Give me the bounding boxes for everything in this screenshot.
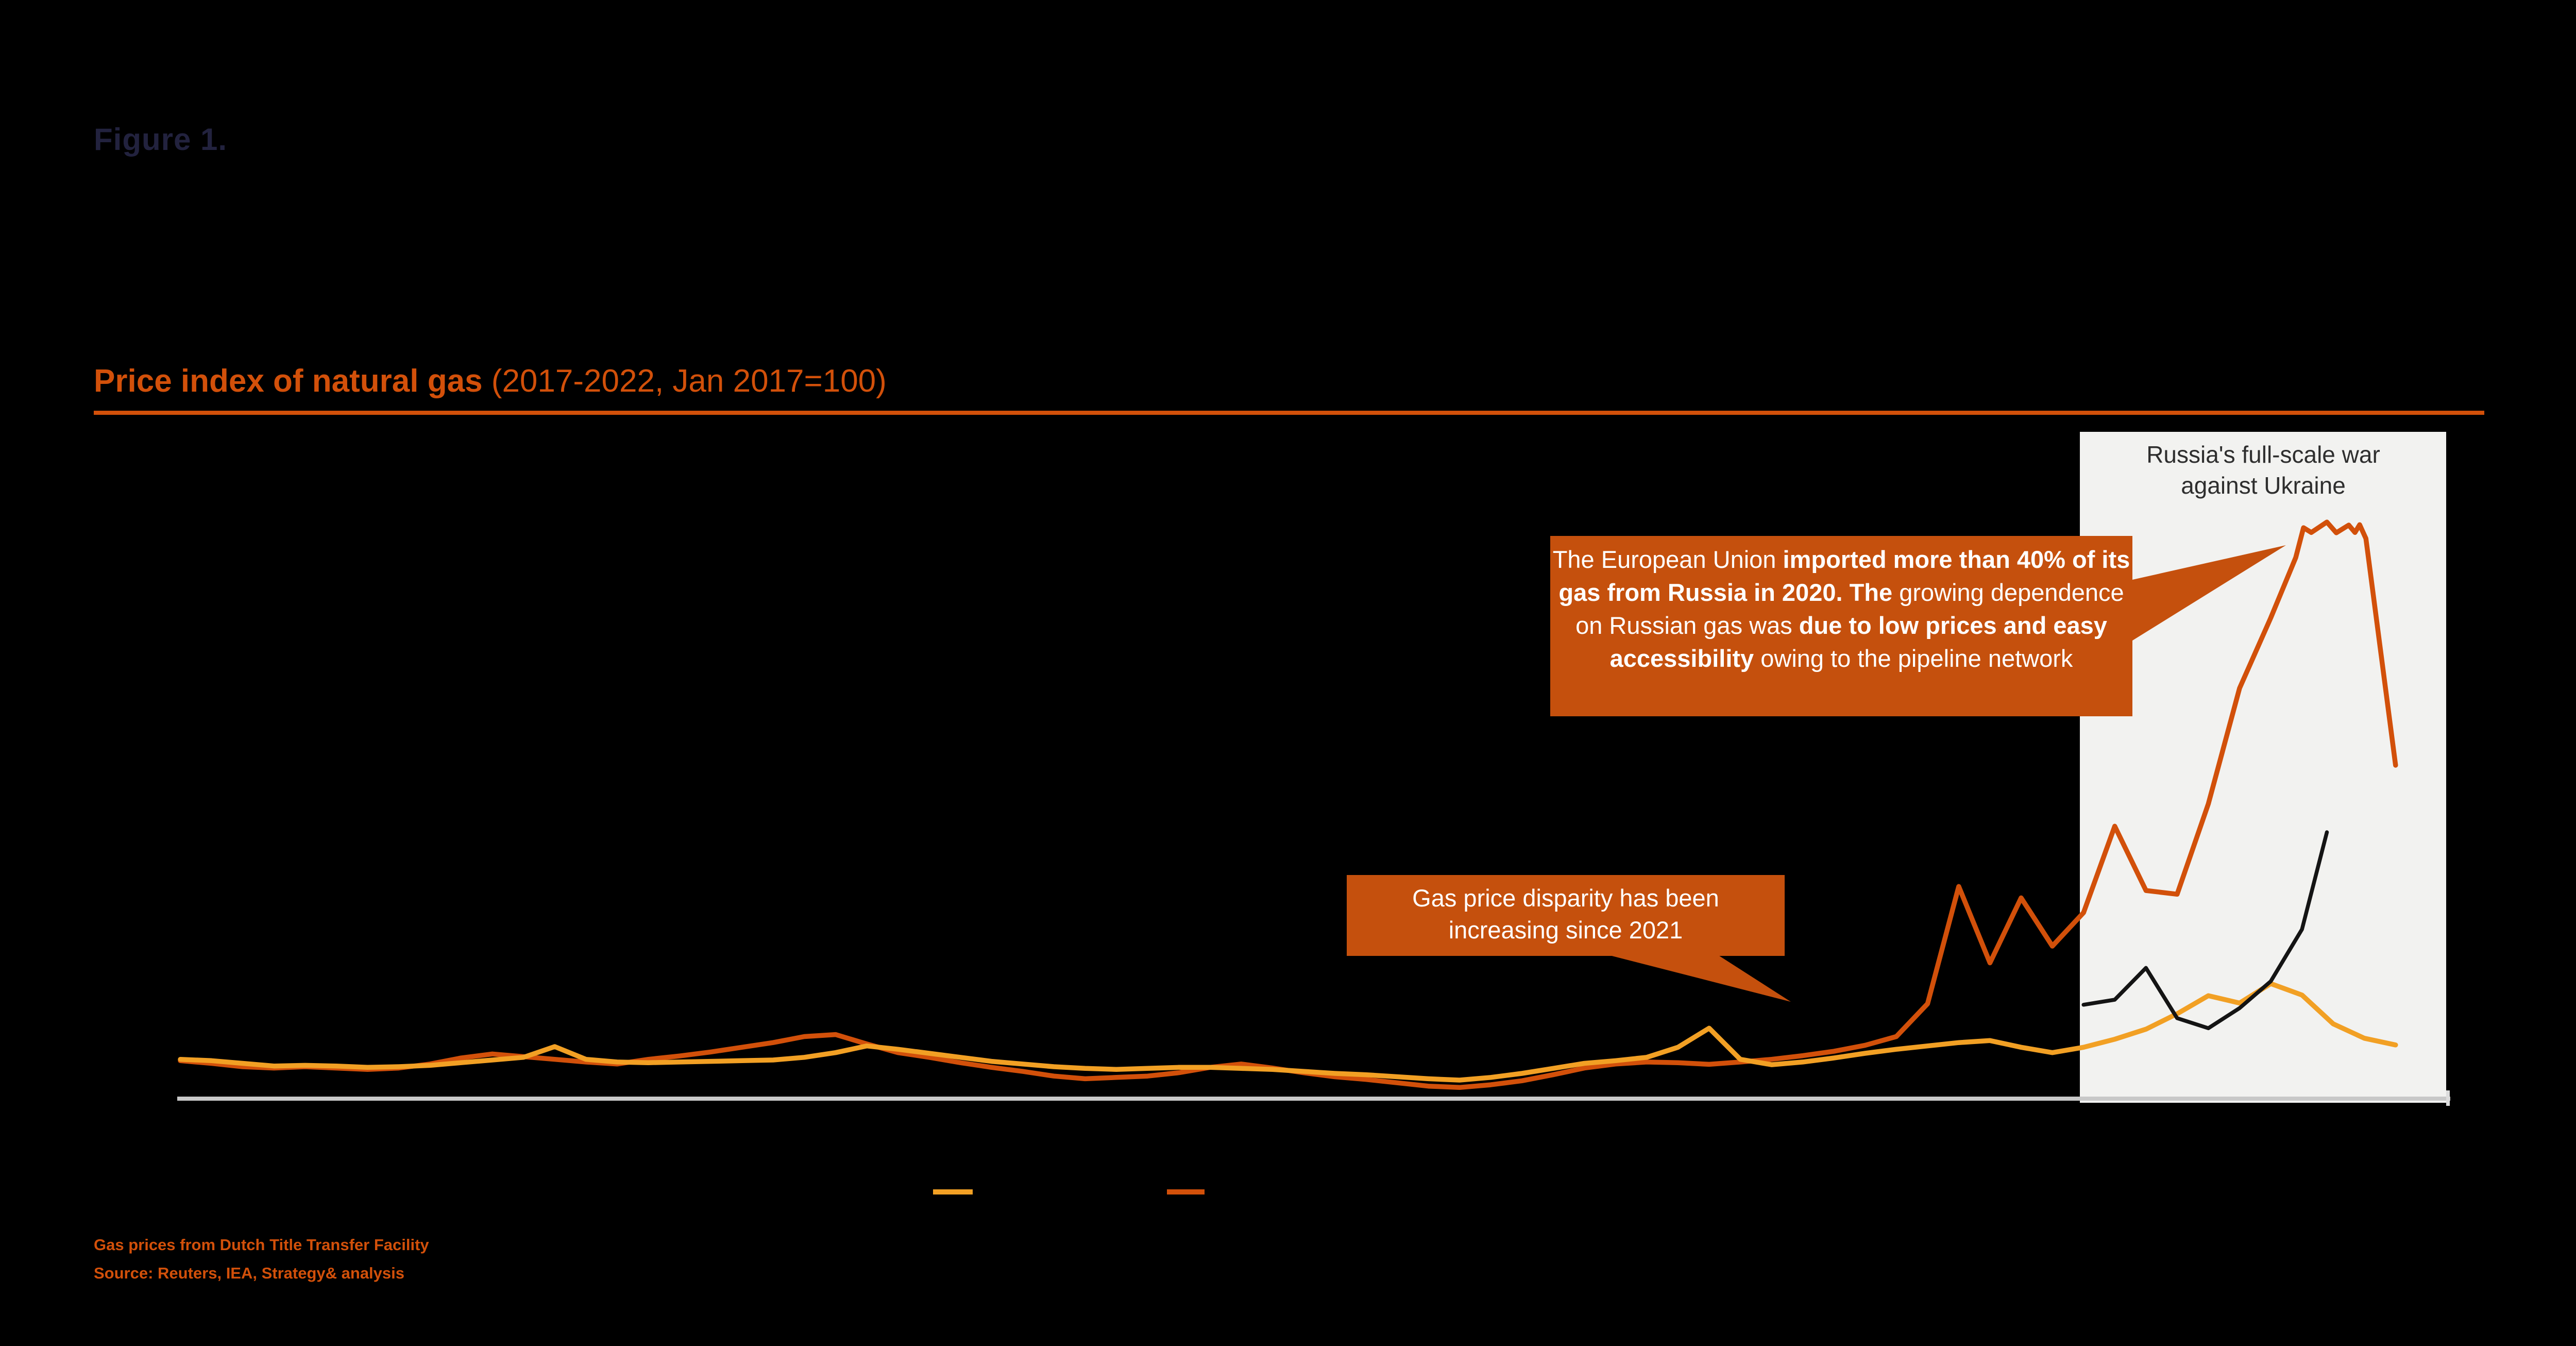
eu-callout-text-segment: The European Union: [1552, 546, 1783, 573]
eu-callout-text-segment: imported more than 40% of its gas from R…: [1558, 546, 2130, 606]
series-dark-orange-line: [178, 519, 2398, 1090]
footnote-source-line2: Source: Reuters, IEA, Strategy& analysis: [94, 1264, 405, 1282]
eu-callout-text-segment: owing to the pipeline network: [1760, 645, 2073, 672]
legend-marker-dark-orange: [1167, 1189, 1205, 1194]
legend-marker-amber: [933, 1189, 973, 1194]
eu-callout-text-segment: growing dependence on Russian gas was: [1575, 579, 2124, 639]
series-amber-line: [178, 981, 2398, 1083]
war-period-panel: [2080, 432, 2446, 1103]
war-period-label: Russia's full-scale war against Ukraine: [2090, 439, 2436, 501]
x-axis-end-tick: [2446, 1090, 2450, 1106]
war-period-label-line2: against Ukraine: [2181, 472, 2346, 499]
title-underline-rule: [94, 411, 2484, 415]
chart-title-subtitle: (2017-2022, Jan 2017=100): [491, 363, 887, 399]
chart-title: Price index of natural gas (2017-2022, J…: [94, 363, 887, 399]
footnote-source-line1: Gas prices from Dutch Title Transfer Fac…: [94, 1236, 429, 1254]
price-disparity-callout-line1: Gas price disparity has been: [1412, 884, 1719, 912]
war-period-label-line1: Russia's full-scale war: [2146, 441, 2380, 468]
price-disparity-callout-line2: increasing since 2021: [1448, 916, 1683, 944]
series-black-line: [2081, 830, 2329, 1031]
eu-callout-text-segment: due to low prices and easy accessibility: [1609, 612, 2107, 672]
footnote: Gas prices from Dutch Title Transfer Fac…: [94, 1231, 429, 1287]
eu-imports-callout: The European Union imported more than 40…: [1550, 536, 2132, 716]
price-disparity-callout: Gas price disparity has been increasing …: [1347, 875, 1785, 956]
chart-title-main: Price index of natural gas: [94, 363, 492, 399]
eu-callout-pointer: [2132, 545, 2286, 641]
x-axis-line: [177, 1097, 2450, 1101]
figure-label: Figure 1.: [94, 122, 228, 157]
disparity-callout-pointer: [1604, 954, 1791, 1002]
